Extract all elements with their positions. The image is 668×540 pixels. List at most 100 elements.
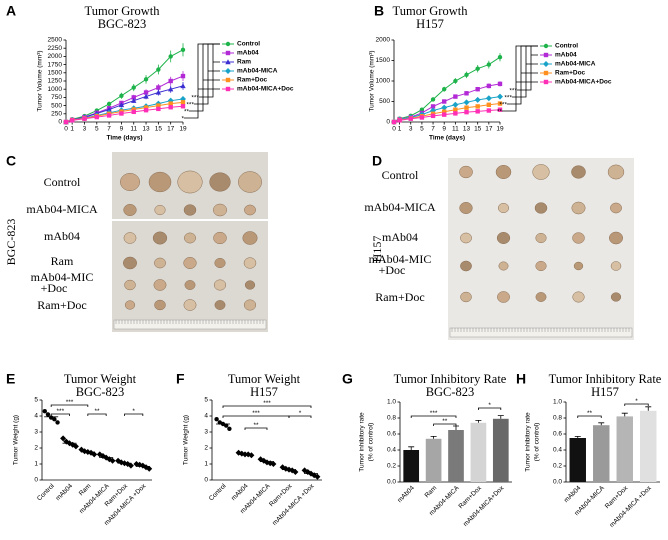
tumor <box>124 300 136 310</box>
marker <box>143 93 149 99</box>
data-point <box>314 473 321 480</box>
marker <box>453 78 458 84</box>
x-tick-label: 17 <box>167 126 175 133</box>
y-tick-label: 1.0 <box>553 399 562 406</box>
x-tick-label: mAb04 <box>230 482 250 502</box>
tumor <box>123 256 137 270</box>
y-tick-label: 0 <box>34 477 38 484</box>
row-label: Control <box>44 175 81 189</box>
x-tick-label: Ram <box>78 483 93 498</box>
tumor <box>152 231 168 245</box>
panel-letter: D <box>372 153 382 169</box>
marker <box>180 100 186 105</box>
tumor <box>532 164 550 180</box>
significance-label: ** <box>94 408 100 415</box>
y-axis-label: (% of control) <box>368 423 375 462</box>
data-point <box>270 461 277 467</box>
significance-bracket <box>410 415 457 418</box>
tumor <box>209 172 231 192</box>
significance-bracket <box>478 407 502 410</box>
tumor <box>534 202 548 214</box>
data-point <box>214 417 219 422</box>
significance-label: *** <box>263 400 271 407</box>
significance-bracket <box>624 403 649 406</box>
marker <box>397 118 402 123</box>
marker <box>143 107 149 113</box>
legend-marker <box>543 43 549 49</box>
tumor <box>123 232 137 244</box>
marker <box>168 54 173 59</box>
tumor <box>609 231 623 245</box>
marker <box>475 87 480 92</box>
marker <box>453 94 458 99</box>
x-tick-label: mAb04 <box>396 484 416 504</box>
y-tick-label: 3 <box>34 429 38 436</box>
tumor <box>184 232 196 244</box>
y-tick-label: 4 <box>34 413 38 420</box>
significance-bracket <box>577 415 602 418</box>
marker <box>143 90 149 95</box>
tumor <box>610 202 622 214</box>
x-axis-label: Time (days) <box>429 135 465 142</box>
marker <box>391 119 397 125</box>
tumor <box>495 165 512 179</box>
panel-letter: C <box>6 153 16 169</box>
tumor <box>120 173 140 191</box>
significance-bracket <box>517 45 538 91</box>
marker <box>464 109 469 115</box>
tumor <box>610 261 622 271</box>
marker <box>475 109 480 114</box>
significance-bracket <box>244 427 268 430</box>
marker <box>168 101 173 106</box>
tumor <box>213 279 227 291</box>
y-tick-label: 4 <box>204 413 208 420</box>
tumor <box>459 165 473 179</box>
legend-marker <box>225 41 231 47</box>
marker <box>485 95 492 102</box>
significance-label: *** <box>66 399 74 406</box>
tumor <box>460 232 472 244</box>
data-point <box>91 451 98 458</box>
tumor <box>535 292 547 302</box>
tumor <box>214 300 226 310</box>
data-point <box>292 469 299 475</box>
marker <box>119 111 124 116</box>
data-point <box>146 465 153 472</box>
chart-subtitle: BGC-823 <box>426 385 475 399</box>
error-bar <box>598 422 605 426</box>
marker <box>486 62 492 67</box>
marker <box>156 106 161 112</box>
significance-label: ** <box>184 109 190 116</box>
chart-subtitle: BGC-823 <box>76 385 125 399</box>
legend-marker <box>543 61 549 67</box>
bar <box>492 418 509 482</box>
y-tick-label: 1.0 <box>387 399 396 406</box>
marker <box>168 105 173 110</box>
chart-title: Tumor Inhibitory Rate <box>549 372 662 386</box>
tumor <box>496 232 511 244</box>
panel-letter: B <box>374 3 384 19</box>
marker <box>408 116 413 121</box>
marker <box>497 107 503 112</box>
y-tick-label: 500 <box>51 102 62 109</box>
series-line <box>393 56 501 123</box>
marker <box>464 91 469 96</box>
tumor <box>184 280 196 290</box>
error-bar <box>621 412 628 417</box>
panel-letter: E <box>6 371 15 387</box>
tumor <box>497 202 510 214</box>
x-tick-label: 3 <box>83 126 87 133</box>
marker <box>430 97 436 102</box>
data-point <box>55 420 60 425</box>
legend-label: mAb04 <box>555 52 577 59</box>
tumor <box>183 204 197 216</box>
bar <box>448 430 464 482</box>
marker <box>143 77 149 82</box>
x-tick-label: 0 <box>392 126 396 133</box>
significance-label: * <box>488 402 491 409</box>
tumor <box>498 261 509 271</box>
marker <box>463 99 470 106</box>
tumor <box>571 201 586 215</box>
x-tick-label: 13 <box>463 126 471 133</box>
significance-bracket <box>288 415 312 418</box>
